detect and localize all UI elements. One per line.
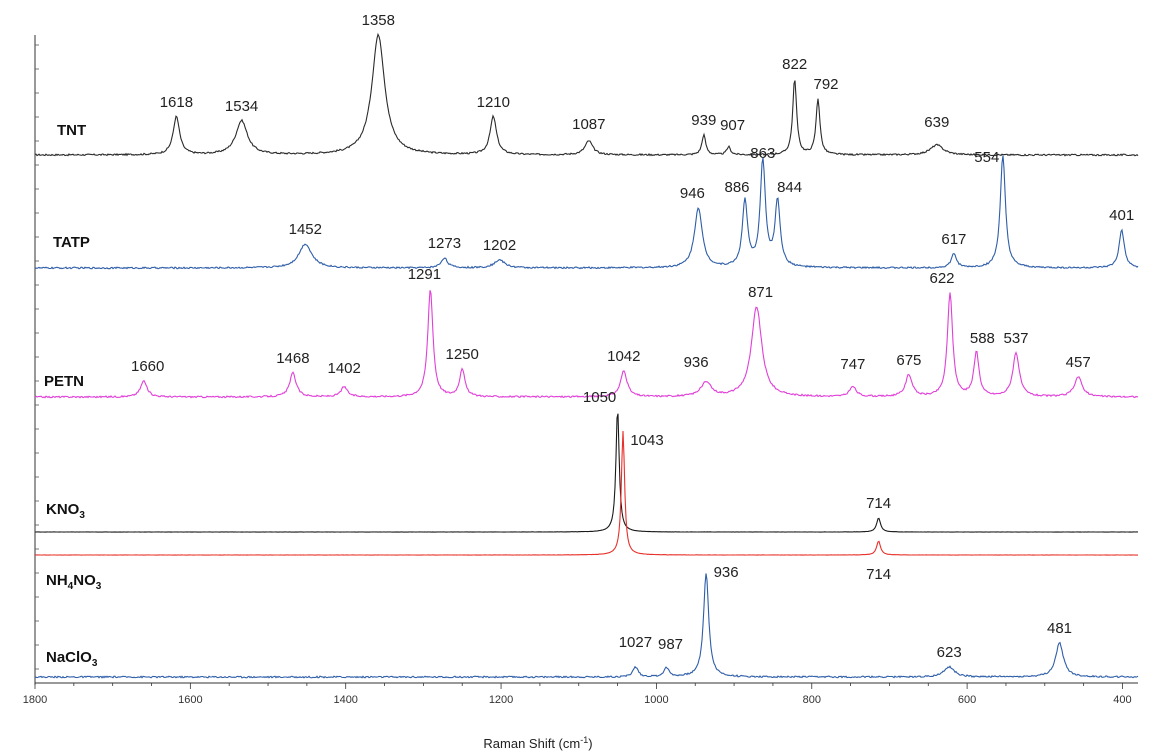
peak-label: 792 (813, 76, 838, 93)
series-line-4 (35, 413, 1139, 533)
peak-label: 946 (680, 185, 705, 202)
x-tick-label: 1400 (333, 694, 357, 706)
series-line-1 (35, 32, 1139, 157)
series-label-subscript: 3 (92, 658, 98, 669)
peak-label: 987 (658, 636, 683, 653)
x-tick-label: 1600 (178, 694, 202, 706)
peak-label: 1050 (583, 389, 616, 406)
peak-label: 554 (974, 149, 999, 166)
peak-label: 639 (924, 114, 949, 131)
peak-label: 863 (750, 145, 775, 162)
peak-label: 1250 (446, 346, 479, 363)
series-label: PETN (44, 373, 84, 390)
peak-label: 623 (937, 644, 962, 661)
x-axis-title-close: ) (588, 736, 592, 751)
series-label-name: NH (46, 572, 68, 589)
peak-label: 457 (1066, 354, 1091, 371)
series-label-tail: NO (73, 572, 96, 589)
peak-label: 714 (866, 495, 891, 512)
peak-label: 844 (777, 179, 802, 196)
x-tick-label: 1800 (23, 694, 47, 706)
peak-label: 622 (929, 270, 954, 287)
peak-label: 822 (782, 56, 807, 73)
series-line-5 (35, 430, 1138, 556)
peak-label: 481 (1047, 620, 1072, 637)
peak-label: 1027 (619, 634, 652, 651)
series-line-6 (34, 573, 1139, 679)
series-label-subscript: 3 (79, 510, 85, 521)
peak-label: 1660 (131, 358, 164, 375)
peak-label: 886 (724, 179, 749, 196)
peak-label: 588 (970, 330, 995, 347)
peak-label: 907 (720, 117, 745, 134)
x-tick-label: 400 (1113, 694, 1131, 706)
series-label: TNT (57, 122, 86, 139)
peak-label: 617 (941, 231, 966, 248)
x-tick-label: 800 (803, 694, 821, 706)
x-tick-label: 1200 (489, 694, 513, 706)
series-line-2 (34, 155, 1139, 270)
series-line-3 (34, 290, 1139, 399)
peak-label: 714 (866, 566, 891, 583)
peak-label: 1468 (276, 350, 309, 367)
series-label: NH4NO3 (46, 572, 102, 592)
series-label: KNO3 (46, 501, 85, 521)
peak-label: 1087 (572, 116, 605, 133)
peak-label: 1042 (607, 348, 640, 365)
x-axis-title: Raman Shift (cm-1) (483, 735, 592, 751)
labels-group: TNT 1618 1534 1358 1210 1087 939 907 822 792 639 TA… (44, 12, 1134, 669)
peak-label: 871 (748, 284, 773, 301)
series-label-name: TNT (57, 122, 86, 139)
axis-group: 1800 1600 1400 1200 1000 800 600 400 (23, 35, 1138, 706)
peak-label: 936 (714, 564, 739, 581)
peak-label: 1202 (483, 237, 516, 254)
series-label: NaClO3 (46, 649, 98, 669)
peak-label: 1273 (428, 235, 461, 252)
peak-label: 1452 (289, 221, 322, 238)
series-label-name: TATP (53, 234, 90, 251)
series-label-name: NaClO (46, 649, 92, 666)
series-label: TATP (53, 234, 90, 251)
series-group (34, 32, 1139, 679)
peak-label: 675 (896, 352, 921, 369)
peak-label: 1534 (225, 98, 258, 115)
x-tick-label: 1000 (644, 694, 668, 706)
series-label-subscript: 3 (96, 581, 102, 592)
peak-label: 1358 (362, 12, 395, 29)
peak-label: 1210 (477, 94, 510, 111)
x-axis-title-main: Raman Shift (cm (483, 736, 580, 751)
series-label-subscript: 4 (68, 581, 74, 592)
series-label-name: PETN (44, 373, 84, 390)
peak-label: 401 (1109, 207, 1134, 224)
peak-label: 1618 (160, 94, 193, 111)
peak-label: 939 (691, 112, 716, 129)
peak-label: 1402 (328, 360, 361, 377)
peak-label: 1291 (408, 266, 441, 283)
peak-label: 747 (840, 356, 865, 373)
x-axis-title-sup: -1 (580, 735, 588, 745)
peak-label: 1043 (630, 432, 663, 449)
peak-label: 936 (684, 354, 709, 371)
x-tick-label: 600 (958, 694, 976, 706)
series-label-name: KNO (46, 501, 80, 518)
peak-label: 537 (1003, 330, 1028, 347)
